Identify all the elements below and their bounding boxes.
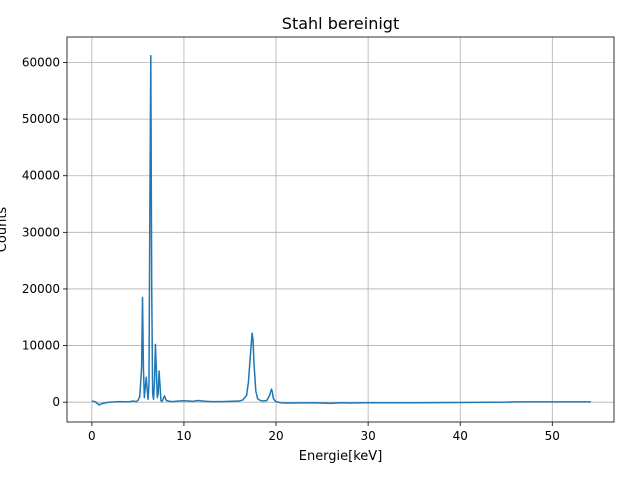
plot-frame: [66, 36, 615, 423]
series-layer: [91, 54, 591, 406]
spectrum-line: [91, 54, 591, 406]
y-tick-label: 60000: [22, 55, 60, 69]
grid: [67, 37, 614, 422]
x-tick-label: 20: [268, 429, 283, 443]
x-tick-label: 0: [88, 429, 96, 443]
x-tick-label: 10: [176, 429, 191, 443]
y-tick-label: 50000: [22, 112, 60, 126]
x-tick-label: 40: [453, 429, 468, 443]
x-axis-label: Energie[keV]: [299, 449, 383, 464]
y-tick-label: 40000: [22, 169, 60, 183]
axis-ticks: 0 10 20 30 40 50 0 10000 20000 30000 40000 50000 600…: [22, 55, 560, 443]
x-tick-label: 50: [545, 429, 560, 443]
y-axis-label: Counts: [0, 207, 10, 253]
y-tick-label: 30000: [22, 225, 60, 239]
y-tick-label: 0: [52, 395, 60, 409]
chart-title: Stahl bereinigt: [282, 14, 399, 33]
x-tick-label: 30: [360, 429, 375, 443]
y-tick-label: 20000: [22, 282, 60, 296]
y-tick-label: 10000: [22, 339, 60, 353]
